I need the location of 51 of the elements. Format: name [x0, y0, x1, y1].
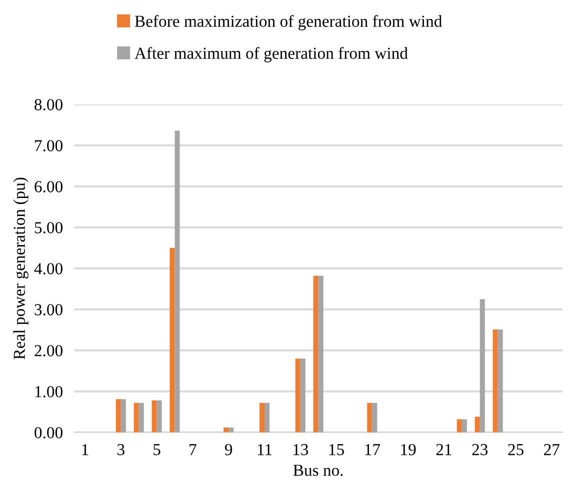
bar — [120, 399, 126, 432]
bar — [300, 358, 306, 432]
y-tick-label: 6.00 — [34, 181, 62, 192]
bar — [456, 419, 462, 432]
x-tick-label: 21 — [436, 444, 452, 456]
bar — [372, 402, 378, 432]
x-tick-label: 27 — [544, 444, 560, 456]
x-tick-label: 23 — [472, 444, 488, 456]
bar — [116, 399, 121, 432]
bar — [138, 402, 144, 432]
y-tick-label: 3.00 — [34, 304, 62, 316]
bar — [152, 400, 157, 432]
bar — [264, 402, 270, 432]
x-tick-label: 17 — [365, 444, 380, 456]
bar — [492, 329, 498, 432]
bar — [474, 416, 480, 432]
legend-label: Before maximization of generation from wind — [134, 15, 442, 30]
y-tick-label: 8.00 — [34, 99, 62, 110]
x-tick-label: 3 — [118, 444, 124, 456]
bar — [259, 402, 264, 432]
bar — [367, 402, 372, 432]
bar — [156, 400, 162, 432]
y-tick-label: 1.00 — [35, 386, 62, 398]
bar — [318, 276, 324, 432]
bar — [480, 299, 485, 432]
x-tick-label: 25 — [508, 444, 524, 456]
x-tick-label: 9 — [224, 444, 232, 456]
y-tick-label: 0.00 — [34, 427, 62, 438]
x-tick-label: 19 — [401, 444, 416, 456]
bar — [313, 276, 318, 432]
y-tick-label: 4.00 — [34, 263, 62, 274]
x-tick-label: 15 — [329, 444, 344, 456]
bar — [228, 427, 234, 432]
bar — [498, 329, 503, 432]
y-axis-title: Real power generation (pu) — [13, 178, 28, 360]
x-axis-title: Bus no. — [293, 464, 343, 476]
bar — [462, 419, 467, 432]
x-tick-label: 7 — [190, 444, 196, 456]
bar — [224, 427, 229, 432]
bar — [295, 358, 300, 432]
x-tick-label: 5 — [154, 444, 160, 456]
x-tick-label: 1 — [82, 444, 88, 456]
x-tick-label: 13 — [294, 444, 308, 456]
y-tick-label: 5.00 — [34, 222, 62, 234]
bar — [134, 402, 139, 432]
legend-label: After maximum of generation from wind — [134, 46, 408, 62]
y-tick-label: 7.00 — [35, 140, 62, 152]
bar — [170, 248, 175, 432]
bar — [174, 130, 180, 432]
x-tick-label: 11 — [258, 444, 272, 456]
y-tick-label: 2.00 — [34, 345, 62, 356]
